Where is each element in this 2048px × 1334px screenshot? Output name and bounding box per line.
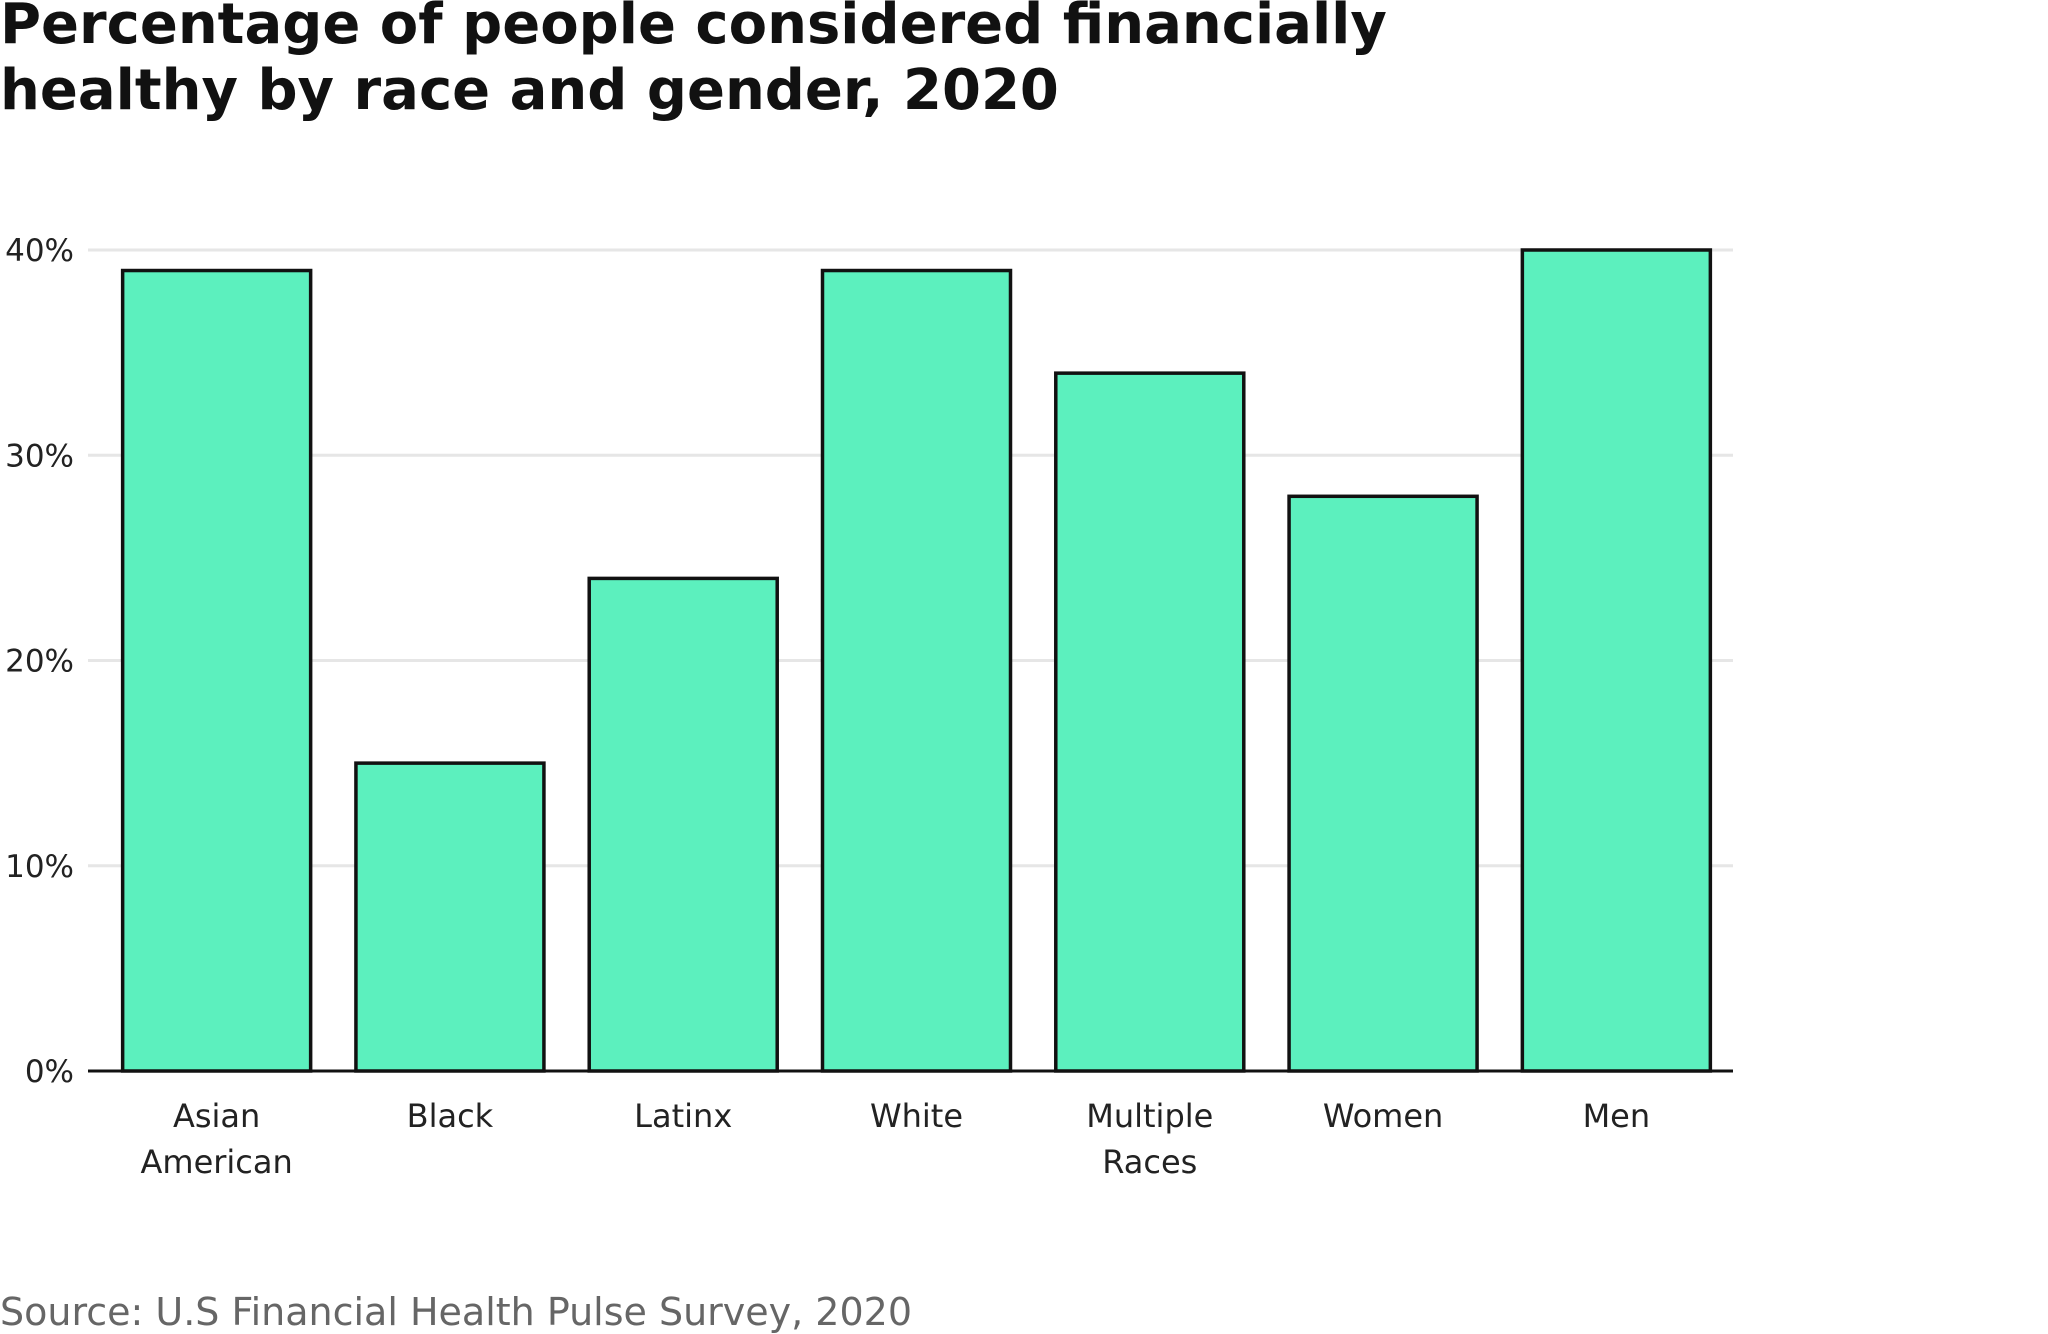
chart-title: Percentage of people considered financia…: [0, 0, 1400, 124]
bar-chart: 0% 10% 20% 30% 40% Asian American Black Latinx W…: [5, 233, 1733, 1181]
x-tick-label: Asian American: [141, 1097, 293, 1181]
x-tick-label: White: [870, 1097, 963, 1135]
y-tick-label: 20%: [5, 644, 74, 680]
x-tick-label: Men: [1583, 1097, 1651, 1135]
y-tick-label: 30%: [5, 438, 74, 474]
y-axis-ticks: 0% 10% 20% 30% 40%: [5, 233, 74, 1090]
bars: [120, 248, 1713, 1073]
x-axis-labels: Asian American Black Latinx White Multiple Rac…: [141, 1097, 1651, 1181]
bar: [1520, 248, 1713, 1073]
bar: [354, 761, 546, 1073]
bar: [587, 576, 779, 1073]
bar: [1054, 371, 1246, 1073]
y-tick-label: 10%: [5, 849, 74, 885]
bar: [1287, 494, 1479, 1073]
x-tick-label: Women: [1323, 1097, 1443, 1135]
bar: [820, 268, 1013, 1073]
y-tick-label: 0%: [25, 1054, 74, 1090]
source-note: Source: U.S Financial Health Pulse Surve…: [0, 1290, 913, 1334]
chart-title-line-1: Percentage of people considered financia…: [0, 0, 1387, 57]
x-tick-label: Multiple Races: [1086, 1097, 1213, 1181]
chart-title-line-2: healthy by race and gender, 2020: [0, 58, 1059, 123]
y-tick-label: 40%: [5, 233, 74, 269]
bar: [120, 268, 313, 1073]
x-tick-label: Latinx: [634, 1097, 732, 1135]
x-tick-label: Black: [407, 1097, 494, 1135]
